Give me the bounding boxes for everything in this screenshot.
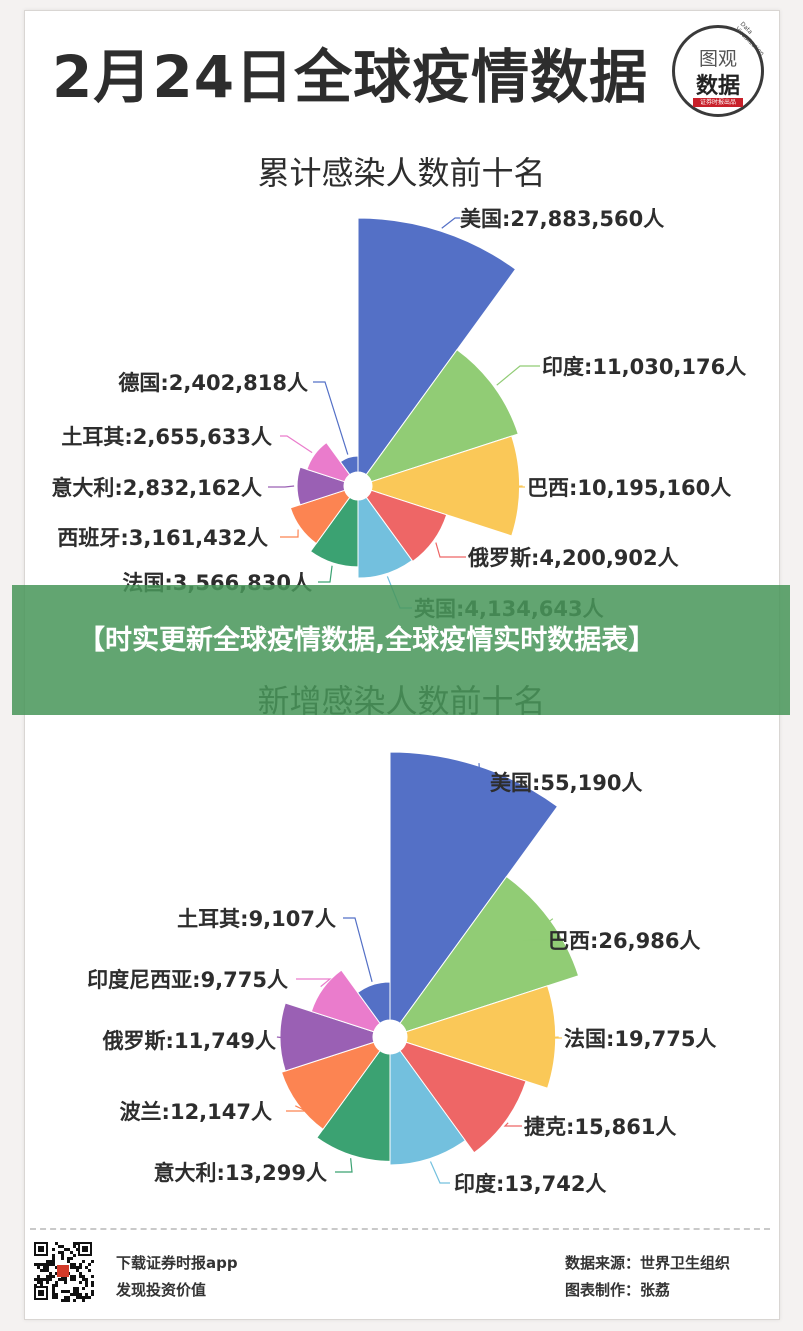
chart1-label-0: 美国:27,883,560人	[460, 207, 664, 231]
chart2-leader-0	[478, 763, 486, 783]
chart1-leader-3	[435, 542, 466, 558]
chart1-rose: 美国:27,883,560人印度:11,030,176人巴西:10,195,16…	[51, 207, 746, 621]
chart2-label-1: 巴西:26,986人	[548, 929, 700, 953]
chart1-leader-7	[268, 485, 295, 488]
chart2-leader-6	[286, 1105, 307, 1112]
chart1-label-9: 德国:2,402,818人	[118, 371, 308, 395]
chart1-leader-8	[280, 435, 313, 454]
banner-overlay	[12, 585, 790, 715]
chart1-leader-2	[504, 485, 525, 488]
chart1-leader-0	[441, 217, 460, 229]
chart1-leader-6	[280, 529, 299, 538]
chart2-leader-3	[503, 1122, 522, 1127]
chart1-title: 累计感染人数前十名	[257, 154, 546, 192]
chart1-leader-9	[313, 381, 349, 455]
chart2-rose: 美国:55,190人巴西:26,986人法国:19,775人捷克:15,861人…	[87, 751, 716, 1196]
chart2-center-hole	[373, 1020, 407, 1054]
chart2-leader-4	[429, 1161, 450, 1184]
banner-text[interactable]: 【时实更新全球疫情数据,全球疫情实时数据表】	[78, 625, 656, 656]
chart2-leader-2	[544, 1036, 562, 1039]
chart2-leader-1	[523, 918, 554, 941]
chart2-label-0: 美国:55,190人	[490, 771, 642, 795]
logo-badge: 证券时报出品	[693, 98, 743, 107]
brand-logo: Data Visualization 图观 数据 证券时报出品	[672, 21, 765, 117]
footer-right-line1: 数据来源：世界卫生组织	[565, 1254, 731, 1272]
chart1-leader-5	[318, 565, 333, 583]
chart1-label-8: 土耳其:2,655,633人	[61, 425, 272, 449]
footer-divider	[30, 1228, 770, 1230]
chart2-label-3: 捷克:15,861人	[524, 1115, 676, 1139]
chart2-label-9: 土耳其:9,107人	[177, 907, 336, 931]
chart2-label-7: 俄罗斯:11,749人	[102, 1029, 276, 1053]
footer-left-line1: 下载证券时报app	[116, 1254, 238, 1272]
chart1-label-7: 意大利:2,832,162人	[51, 476, 262, 500]
chart2-leader-5	[335, 1158, 353, 1173]
chart1-label-6: 西班牙:3,161,432人	[57, 526, 268, 550]
chart2-label-2: 法国:19,775人	[564, 1027, 716, 1051]
chart2-label-8: 印度尼西亚:9,775人	[87, 968, 288, 992]
footer-right-line2: 图表制作：张荔	[565, 1281, 671, 1299]
chart2-label-4: 印度:13,742人	[454, 1172, 606, 1196]
chart2-label-5: 意大利:13,299人	[154, 1161, 327, 1185]
logo-line1: 图观	[698, 48, 737, 70]
logo-line2: 数据	[695, 74, 740, 99]
chart1-label-3: 俄罗斯:4,200,902人	[467, 546, 679, 570]
page-title: 2月24日全球疫情数据	[52, 43, 649, 111]
chart2-leader-7	[276, 1036, 301, 1041]
chart2-leader-8	[296, 978, 332, 988]
qr-code-icon[interactable]	[32, 1240, 94, 1302]
chart1-leader-1	[496, 365, 540, 386]
chart1-center-hole	[344, 472, 372, 500]
chart1-label-1: 印度:11,030,176人	[542, 355, 746, 379]
chart2-label-6: 波兰:12,147人	[120, 1100, 272, 1124]
chart2-leader-9	[343, 917, 373, 982]
chart1-label-2: 巴西:10,195,160人	[527, 476, 731, 500]
footer-left-line2: 发现投资价值	[116, 1281, 207, 1299]
